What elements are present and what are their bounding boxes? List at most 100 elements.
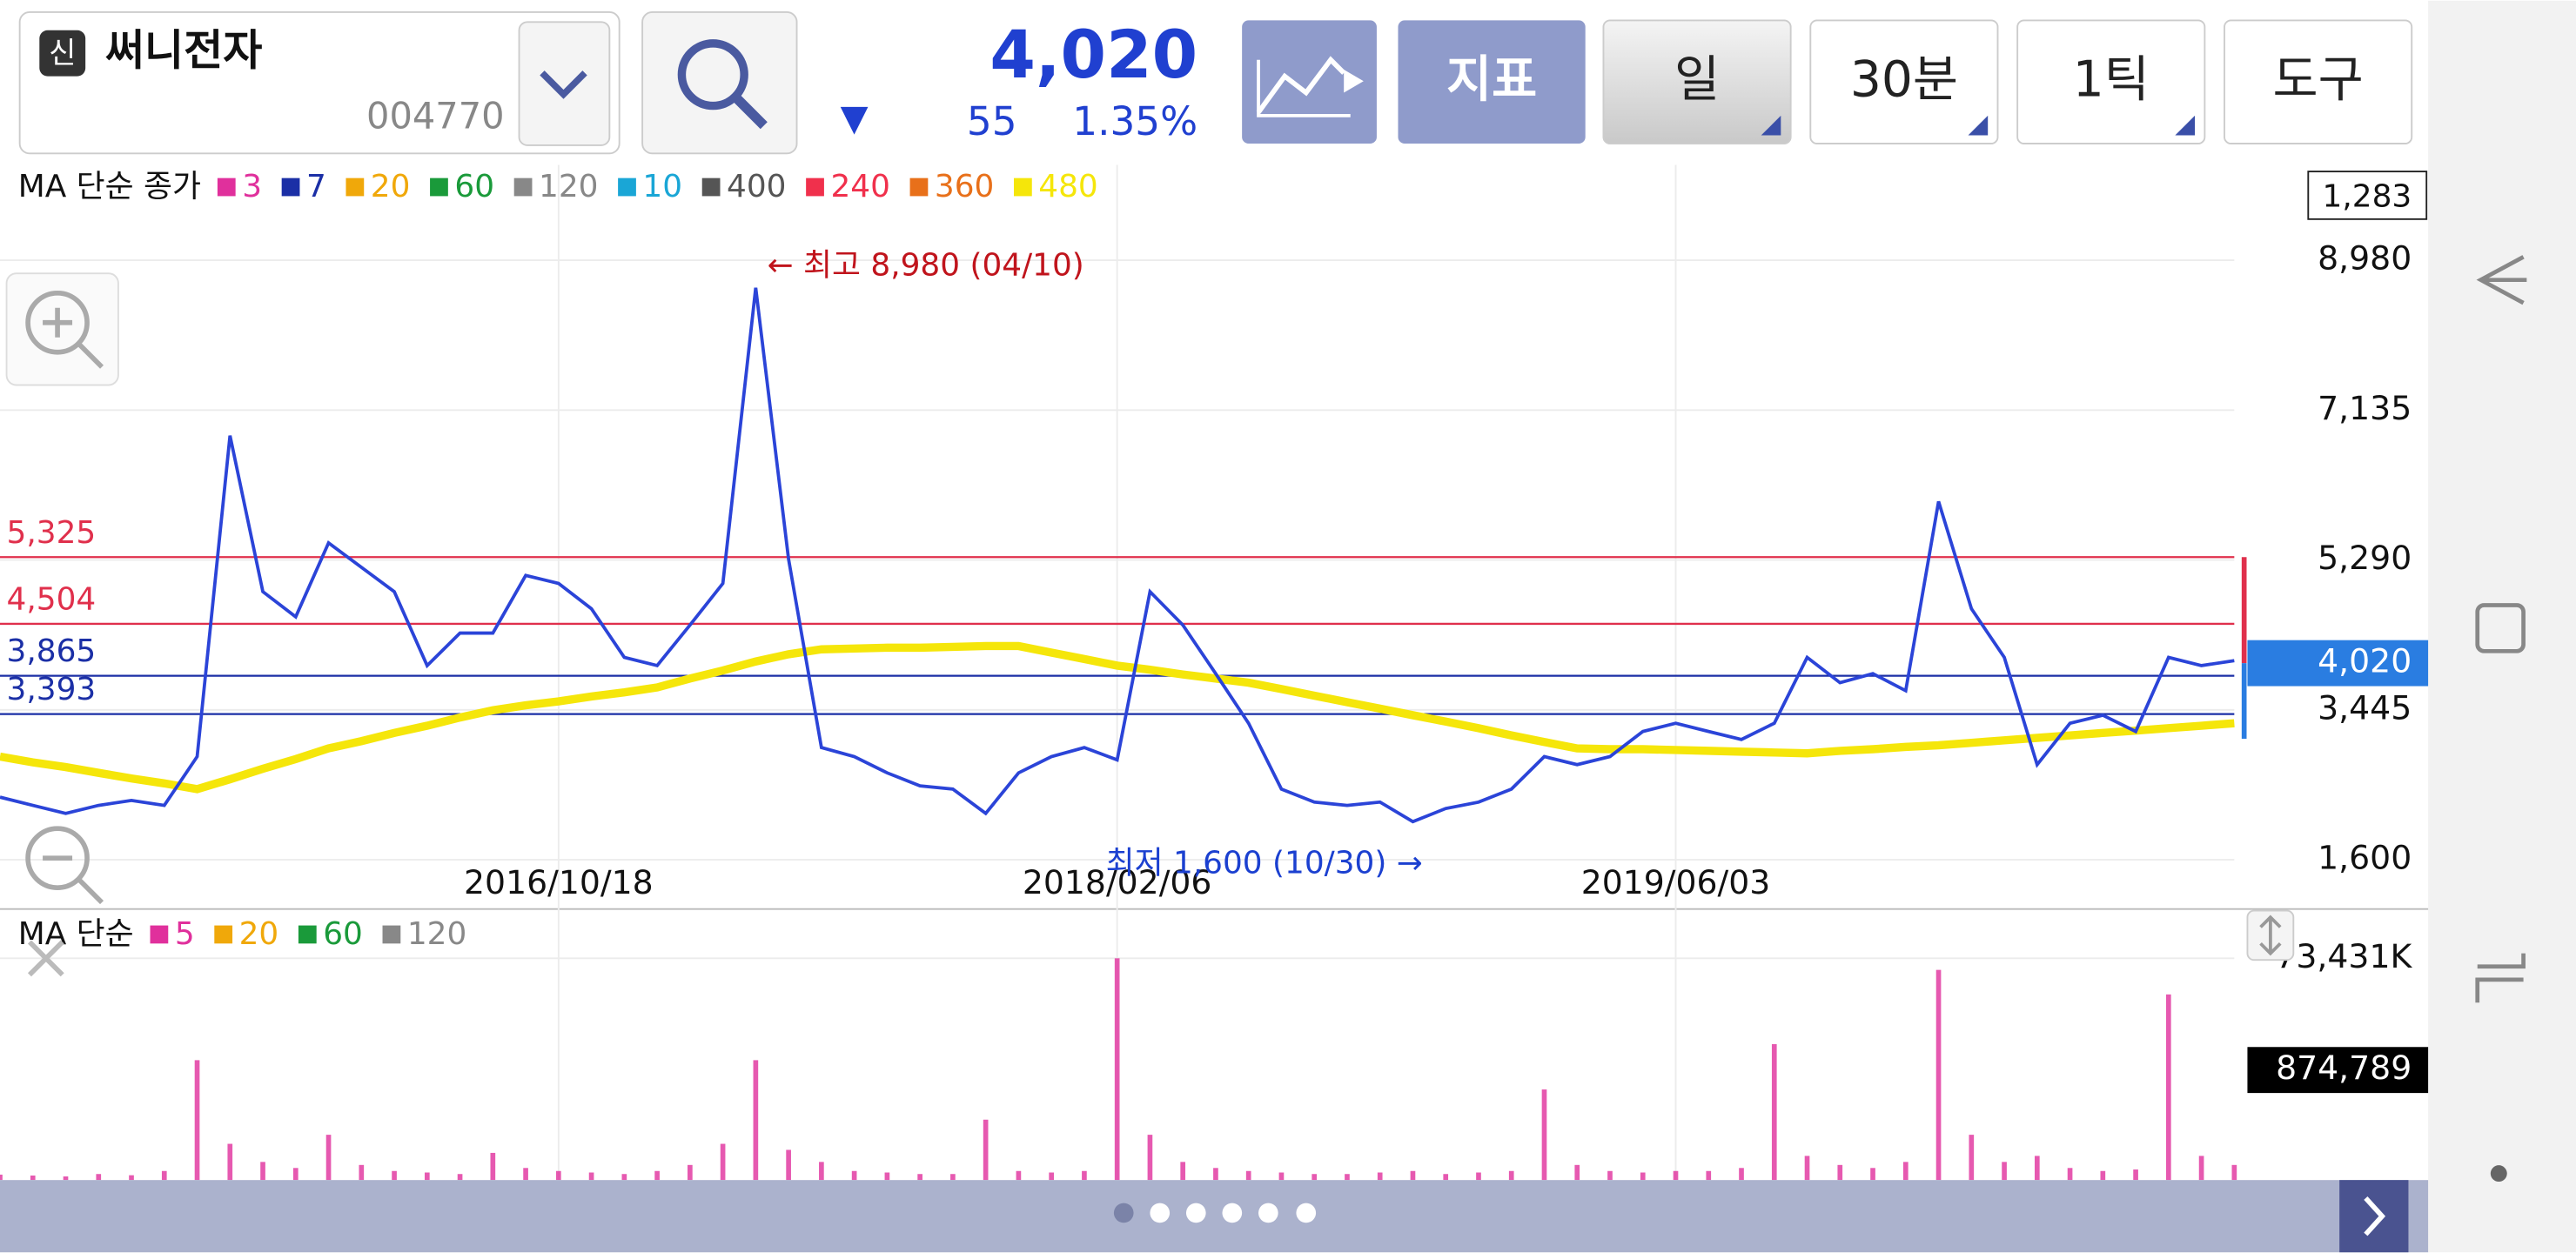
volume-bar bbox=[1607, 1170, 1613, 1181]
search-button[interactable] bbox=[641, 11, 798, 155]
legend-swatch bbox=[281, 178, 300, 197]
volume-bar bbox=[457, 1174, 463, 1181]
close-pane[interactable] bbox=[27, 940, 64, 977]
y-tick-label: 73,431K bbox=[2275, 937, 2412, 975]
legend-label: 480 bbox=[1038, 169, 1097, 204]
volume-bar bbox=[2067, 1168, 2073, 1181]
volume-bar bbox=[325, 1135, 332, 1181]
legend-swatch bbox=[1013, 178, 1032, 197]
volume-bar bbox=[1902, 1162, 1909, 1181]
change-rate: 1.35% bbox=[1072, 98, 1197, 144]
volume-bar bbox=[1278, 1172, 1285, 1181]
nav-home[interactable] bbox=[2475, 603, 2526, 653]
level-label: 3,865 bbox=[7, 633, 97, 669]
legend-swatch bbox=[298, 925, 317, 944]
volume-bar bbox=[1245, 1170, 1251, 1181]
toolbar-button-label: 30분 bbox=[1850, 51, 1958, 109]
page-dot[interactable] bbox=[1258, 1203, 1278, 1223]
volume-bar bbox=[161, 1170, 167, 1181]
legend-label: 60 bbox=[323, 916, 363, 952]
scale-box-label: 1,283 bbox=[2323, 178, 2412, 214]
page-dot[interactable] bbox=[1296, 1203, 1317, 1223]
legend-swatch bbox=[806, 178, 824, 197]
chart-icon bbox=[1256, 56, 1346, 114]
nav-dot[interactable] bbox=[2490, 1165, 2507, 1183]
volume-bar bbox=[424, 1172, 430, 1181]
legend-swatch bbox=[345, 178, 365, 197]
volume-bar bbox=[786, 1149, 791, 1181]
toolbar-button[interactable] bbox=[1602, 19, 1792, 144]
volume-bar bbox=[1673, 1170, 1679, 1181]
page-dot[interactable] bbox=[1113, 1203, 1134, 1223]
search-icon-handle bbox=[732, 94, 768, 130]
legend-label: 3 bbox=[242, 169, 262, 204]
legend-label: 360 bbox=[935, 169, 994, 204]
search-icon bbox=[677, 39, 748, 111]
toolbar-button[interactable] bbox=[2016, 19, 2206, 144]
page-dot[interactable] bbox=[1150, 1203, 1171, 1223]
volume-bar bbox=[983, 1119, 989, 1181]
volume-bar bbox=[1410, 1170, 1416, 1181]
volume-bar bbox=[392, 1170, 397, 1181]
resize-icon bbox=[2259, 915, 2282, 956]
volume-bar bbox=[2231, 1164, 2237, 1181]
grid: 1,600 3,445 5,290 7,135 8,980 2016/10/18 2018/… bbox=[0, 164, 2412, 1181]
next-icon bbox=[2364, 1196, 2386, 1236]
nav-back[interactable] bbox=[2476, 255, 2527, 305]
y-tick-label: 3,445 bbox=[2318, 688, 2412, 727]
page-dot[interactable] bbox=[1185, 1203, 1206, 1223]
legend-label: 5 bbox=[175, 916, 195, 952]
toolbar-button[interactable] bbox=[1809, 19, 1999, 144]
volume-bar bbox=[260, 1162, 265, 1181]
zoom-out-icon[interactable] bbox=[25, 826, 90, 890]
badge-text: 신 bbox=[49, 37, 76, 71]
toolbar-button-label: 1틱 bbox=[2073, 51, 2150, 109]
volume-bar bbox=[1706, 1170, 1712, 1181]
toolbar-button[interactable] bbox=[1398, 20, 1586, 144]
legend-label: 60 bbox=[454, 169, 494, 204]
ma-line bbox=[0, 641, 2235, 794]
change: 55 bbox=[967, 98, 1017, 144]
volume-bar bbox=[1640, 1172, 1646, 1181]
legend-swatch bbox=[214, 925, 233, 944]
zoom-in[interactable] bbox=[5, 272, 119, 386]
zoom-in-icon bbox=[25, 290, 90, 355]
volume-bar bbox=[1377, 1172, 1383, 1181]
legend-title: MA 단순 종가 bbox=[18, 169, 201, 204]
volume-bar bbox=[1114, 958, 1120, 1181]
y-tick-label: 1,600 bbox=[2318, 839, 2412, 877]
chart-type-button[interactable] bbox=[1242, 20, 1377, 144]
stock-box[interactable] bbox=[18, 11, 621, 155]
volume-bar bbox=[1804, 1156, 1810, 1181]
toolbar-button[interactable] bbox=[2224, 19, 2413, 144]
volume-bar bbox=[2034, 1156, 2040, 1181]
volume-bar bbox=[1311, 1174, 1318, 1181]
volume-bar bbox=[96, 1174, 102, 1181]
volume-bar bbox=[917, 1174, 922, 1181]
volume-bar bbox=[1049, 1172, 1054, 1181]
current-volume-box bbox=[2247, 1047, 2429, 1094]
chart-icon-arrow bbox=[1344, 70, 1364, 93]
volume-bar bbox=[2100, 1170, 2106, 1181]
zoom-in-icon-parts bbox=[43, 307, 104, 369]
page-dot[interactable] bbox=[1222, 1203, 1243, 1223]
toolbar-button-label: 도구 bbox=[2273, 51, 2364, 109]
volume-bar bbox=[2133, 1169, 2138, 1181]
legend-label: 20 bbox=[371, 169, 411, 204]
volume-bar bbox=[129, 1175, 134, 1181]
volume-bar bbox=[30, 1175, 36, 1181]
volume-bar bbox=[588, 1172, 594, 1181]
volume-bar bbox=[1969, 1135, 1975, 1181]
dropdown-button[interactable] bbox=[518, 21, 611, 146]
volume-bar bbox=[227, 1143, 233, 1181]
volume-bar bbox=[1443, 1174, 1449, 1181]
volume-bar bbox=[292, 1168, 299, 1181]
high-note: ← 최고 8,980 (04/10) bbox=[768, 248, 1084, 284]
next-button[interactable] bbox=[2339, 1180, 2409, 1253]
nav-recent[interactable] bbox=[2475, 953, 2526, 1003]
legend-label: 240 bbox=[830, 169, 889, 204]
legend-swatch bbox=[382, 925, 401, 944]
y-tick-label: 5,290 bbox=[2318, 539, 2412, 577]
